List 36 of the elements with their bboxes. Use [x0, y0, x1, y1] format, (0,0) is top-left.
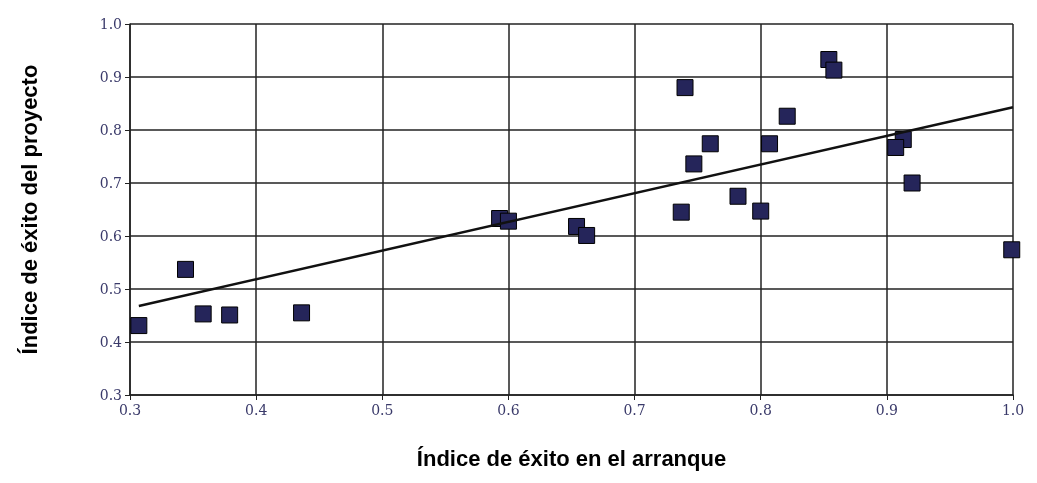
x-tick-label: 0.4 [245, 402, 268, 418]
point [729, 187, 747, 205]
point [701, 135, 719, 153]
point [676, 79, 694, 97]
point [578, 226, 596, 244]
y-tick-label: 0.9 [99, 69, 122, 85]
point [752, 202, 770, 220]
x-tick-label: 0.8 [749, 402, 772, 418]
x-tick-label: 0.6 [497, 402, 520, 418]
y-tick-label: 0.3 [99, 387, 122, 403]
x-tick-label: 0.5 [371, 402, 394, 418]
point [778, 107, 796, 125]
y-tick-label: 0.6 [99, 228, 123, 244]
point [221, 306, 239, 324]
x-tick-label: 0.3 [118, 402, 142, 418]
x-tick-label: 1.0 [1001, 402, 1025, 418]
point [177, 260, 194, 278]
y-tick-label: 1.0 [99, 16, 122, 32]
y-tick-label: 0.7 [99, 175, 122, 191]
x-tick-label: 0.9 [875, 402, 898, 418]
point [672, 203, 690, 221]
point [685, 155, 703, 173]
point [887, 138, 905, 156]
x-tick-label: 0.7 [623, 402, 646, 418]
x-axis-title: Índice de éxito en el arranque [416, 445, 727, 471]
point [825, 61, 843, 79]
y-tick-label: 0.4 [99, 334, 123, 350]
y-tick-label: 0.5 [99, 281, 122, 297]
point [130, 317, 148, 335]
point [293, 304, 311, 322]
point [761, 135, 779, 153]
point [1003, 241, 1021, 259]
y-axis-title: Índice de éxito del proyecto [16, 64, 42, 355]
y-tick-label: 0.8 [99, 122, 122, 138]
point [903, 174, 921, 192]
point [194, 305, 212, 323]
